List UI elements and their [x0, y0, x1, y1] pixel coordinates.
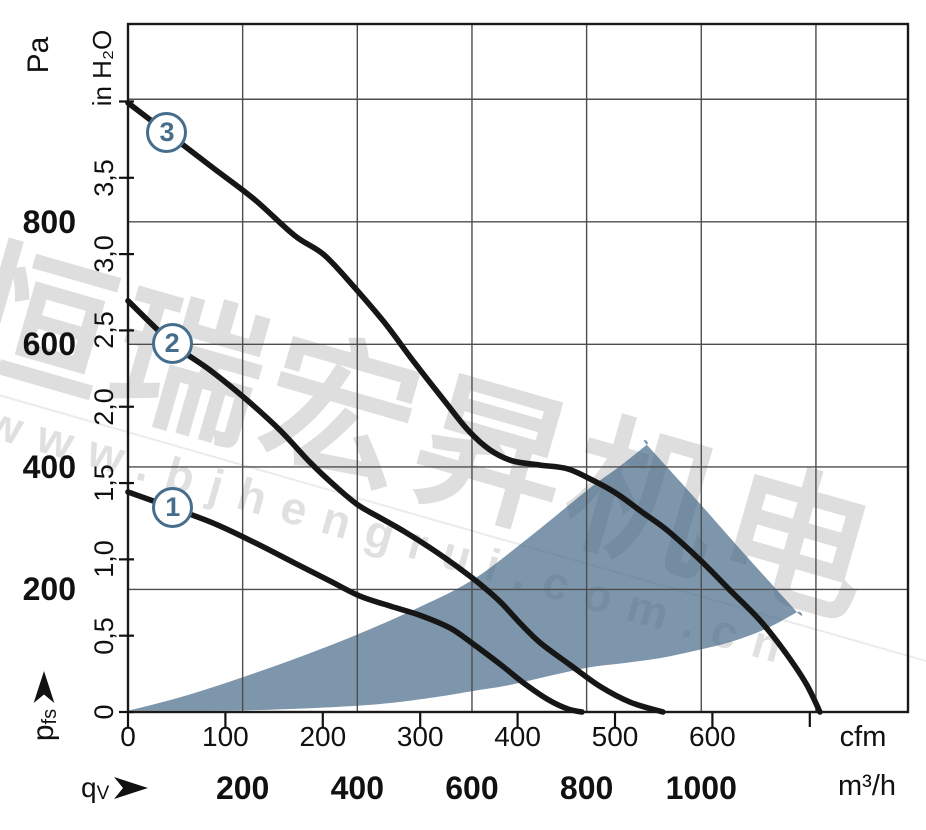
flow-symbol-subscript: V — [96, 783, 110, 804]
pressure-axis-symbol: p fs — [2, 664, 86, 748]
cfm-tick-label-600: 600 — [689, 721, 736, 752]
pa-unit-label: Pa — [22, 36, 55, 74]
inh2o-tick-label: 0,5 — [88, 616, 119, 655]
m3h-tick-label-1000: 1000 — [665, 770, 737, 806]
inh2o-tick-label: 2,0 — [88, 387, 119, 426]
cfm-tick-label-100: 100 — [202, 721, 249, 752]
cfm-tick-label-400: 400 — [494, 721, 541, 752]
plot-border — [126, 22, 910, 714]
fan-curve-2 — [125, 298, 666, 715]
cfm-tick-label-200: 200 — [299, 721, 347, 752]
cfm-tick-label-300: 300 — [396, 721, 444, 752]
pa-tick-label-800: 800 — [22, 203, 76, 240]
curve-3-number: 3 — [159, 117, 175, 148]
curve-1-number: 1 — [165, 492, 181, 523]
m3h-tick-label-200: 200 — [215, 770, 270, 806]
curve-2-badge: 2 — [151, 322, 193, 364]
m3h-tick-label-800: 800 — [559, 770, 614, 806]
inh2o-unit-label: in H₂O — [86, 29, 117, 107]
cfm-unit-label: cfm — [839, 721, 887, 753]
cfm-tick-label-500: 500 — [591, 721, 639, 752]
cfm-tick-label-0: 0 — [120, 721, 136, 752]
pressure-arrow-icon — [32, 670, 61, 703]
m3h-unit-label: m³/h — [838, 770, 896, 802]
inh2o-tick-label: 3,5 — [88, 159, 119, 197]
pa-tick-label-400: 400 — [22, 448, 76, 485]
m3h-tick-label-600: 600 — [445, 770, 499, 806]
flow-symbol: q — [81, 772, 97, 803]
pressure-symbol-subscript: fs — [39, 708, 61, 725]
pa-tick-label-600: 600 — [22, 326, 76, 363]
flow-arrow-icon — [114, 777, 149, 804]
fan-curve-3 — [125, 100, 823, 715]
pressure-symbol: p — [27, 724, 60, 742]
curve-3-badge: 3 — [146, 112, 188, 154]
m3h-tick-label-400: 400 — [330, 770, 384, 806]
curve-2-number: 2 — [164, 327, 180, 358]
curve-1-badge: 1 — [152, 487, 194, 529]
fan-curve-1 — [125, 489, 585, 715]
pa-tick-label-200: 200 — [22, 571, 76, 608]
